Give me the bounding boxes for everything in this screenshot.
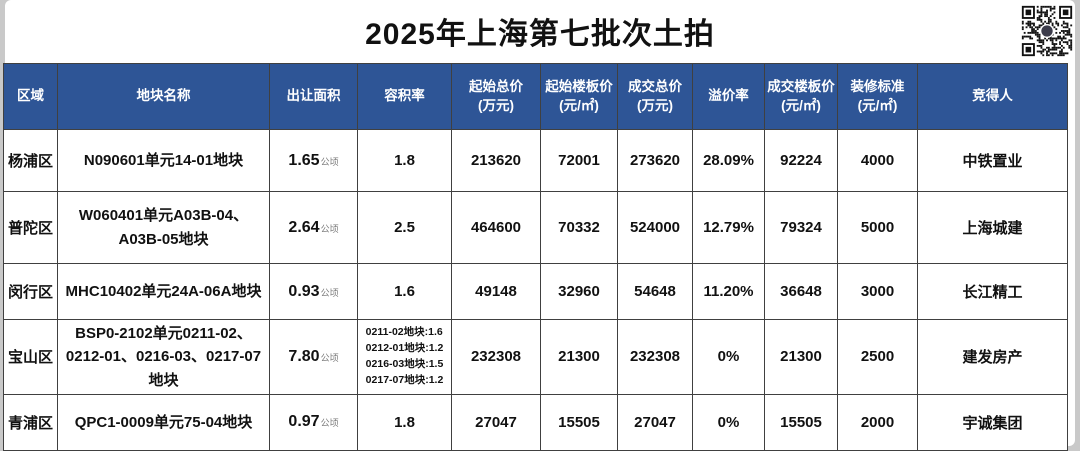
start-floor-cell: 70332 [540, 191, 618, 264]
plot-name-cell: W060401单元A03B-04、A03B-05地块 [57, 191, 270, 264]
far-line: 0216-03地块:1.5 [365, 357, 444, 370]
area-cell: 1.65公顷 [269, 129, 358, 192]
area-unit: 公顷 [320, 418, 339, 429]
start-total-cell: 464600 [451, 191, 541, 264]
start-floor-cell: 15505 [540, 393, 618, 451]
plot-name-cell: N090601单元14-01地块 [57, 129, 270, 192]
header-unit: (万元) [637, 97, 673, 113]
deal-floor-cell: 15505 [764, 393, 838, 451]
winner-cell: 宇诚集团 [917, 393, 1068, 451]
premium-rate-cell: 12.79% [692, 191, 765, 264]
deal-floor-cell: 92224 [764, 129, 838, 192]
table-body: 杨浦区 N090601单元14-01地块 1.65公顷 1.8 213620 72001 2… [3, 129, 1068, 451]
table-row: 闵行区 MHC10402单元24A-06A地块 0.93公顷 1.6 49148 3296… [3, 263, 1068, 320]
area-unit: 公顷 [320, 287, 339, 298]
table-header: 区域 地块名称 出让面积 容积率 起始总价 (万元) 起始楼板价 (元/㎡) 成交总价 (万元) 溢… [3, 63, 1068, 130]
land-auction-table: 区域 地块名称 出让面积 容积率 起始总价 (万元) 起始楼板价 (元/㎡) 成交总价 (万元) 溢… [3, 63, 1068, 451]
decoration-cell: 2000 [837, 393, 918, 451]
area-cell: 2.64公顷 [269, 191, 358, 264]
winner-cell: 中铁置业 [917, 129, 1068, 192]
decoration-cell: 3000 [837, 263, 918, 320]
decoration-cell: 4000 [837, 129, 918, 192]
area-unit: 公顷 [320, 223, 339, 234]
header-cell-10: 竞得人 [917, 63, 1068, 130]
header-cell-0: 区域 [3, 63, 58, 130]
district-cell: 宝山区 [3, 319, 58, 395]
plot-name-cell: MHC10402单元24A-06A地块 [57, 263, 270, 320]
start-floor-cell: 72001 [540, 129, 618, 192]
table-row: 普陀区 W060401单元A03B-04、A03B-05地块 2.64公顷 2.5 46… [3, 191, 1068, 264]
header-cell-6: 成交总价 (万元) [617, 63, 693, 130]
area-value: 0.97 [288, 413, 320, 431]
table-row: 杨浦区 N090601单元14-01地块 1.65公顷 1.8 213620 72001 2… [3, 129, 1068, 192]
page-title: 2025年上海第七批次土拍 [365, 18, 715, 51]
area-value: 1.65 [288, 151, 320, 169]
header-cell-8: 成交楼板价 (元/㎡) [764, 63, 838, 130]
start-total-cell: 49148 [451, 263, 541, 320]
start-floor-cell: 21300 [540, 319, 618, 395]
district-cell: 青浦区 [3, 393, 58, 451]
deal-floor-cell: 79324 [764, 191, 838, 264]
start-total-cell: 232308 [451, 319, 541, 395]
floor-area-ratio-cell: 2.5 [357, 191, 452, 264]
winner-cell: 长江精工 [917, 263, 1068, 320]
header-cell-4: 起始总价 (万元) [451, 63, 541, 130]
decoration-cell: 2500 [837, 319, 918, 395]
header-unit: (元/㎡) [781, 97, 821, 113]
far-multiline: 0211-02地块:1.6 0212-01地块:1.2 0216-03地块:1.5 0… [366, 325, 444, 388]
deal-total-cell: 524000 [617, 191, 693, 264]
district-cell: 杨浦区 [3, 129, 58, 192]
area-value: 2.64 [288, 218, 320, 236]
premium-rate-cell: 28.09% [692, 129, 765, 192]
area-value: 0.93 [288, 282, 320, 300]
premium-rate-cell: 11.20% [692, 263, 765, 320]
deal-floor-cell: 21300 [764, 319, 838, 395]
deal-total-cell: 273620 [617, 129, 693, 192]
floor-area-ratio-cell: 1.6 [357, 263, 452, 320]
header-cell-5: 起始楼板价 (元/㎡) [540, 63, 618, 130]
district-cell: 闵行区 [3, 263, 58, 320]
district-cell: 普陀区 [3, 191, 58, 264]
header-cell-1: 地块名称 [57, 63, 270, 130]
winner-cell: 上海城建 [917, 191, 1068, 264]
start-total-cell: 27047 [451, 393, 541, 451]
far-line: 0212-01地块:1.2 [365, 342, 444, 355]
table-row: 青浦区 QPC1-0009单元75-04地块 0.97公顷 1.8 27047 15505… [3, 393, 1068, 451]
premium-rate-cell: 0% [692, 393, 765, 451]
area-cell: 0.93公顷 [269, 263, 358, 320]
deal-total-cell: 54648 [617, 263, 693, 320]
deal-total-cell: 232308 [617, 319, 693, 395]
premium-rate-cell: 0% [692, 319, 765, 395]
header-cell-9: 装修标准 (元/㎡) [837, 63, 918, 130]
header-cell-7: 溢价率 [692, 63, 765, 130]
header-unit: (元/㎡) [857, 97, 898, 113]
header-unit: (万元) [478, 97, 514, 113]
plot-name-cell: QPC1-0009单元75-04地块 [57, 393, 270, 451]
start-floor-cell: 32960 [540, 263, 618, 320]
start-total-cell: 213620 [451, 129, 541, 192]
winner-cell: 建发房产 [917, 319, 1068, 395]
far-line: 0211-02地块:1.6 [365, 326, 443, 339]
far-line: 0217-07地块:1.2 [365, 373, 444, 386]
header-row: 区域 地块名称 出让面积 容积率 起始总价 (万元) 起始楼板价 (元/㎡) 成交总价 (万元) 溢… [3, 63, 1068, 130]
area-unit: 公顷 [320, 352, 339, 363]
header-cell-3: 容积率 [357, 63, 452, 130]
floor-area-ratio-cell: 1.8 [357, 129, 452, 192]
area-cell: 7.80公顷 [269, 319, 358, 395]
table-row: 宝山区 BSP0-2102单元0211-02、0212-01、0216-03、02… [3, 319, 1068, 395]
qr-code-icon [1020, 4, 1074, 58]
header-unit: (元/㎡) [559, 97, 599, 113]
area-value: 7.80 [288, 347, 320, 365]
deal-floor-cell: 36648 [764, 263, 838, 320]
deal-total-cell: 27047 [617, 393, 693, 451]
header-cell-2: 出让面积 [269, 63, 358, 130]
area-cell: 0.97公顷 [269, 393, 358, 451]
area-unit: 公顷 [320, 156, 339, 167]
decoration-cell: 5000 [837, 191, 918, 264]
floor-area-ratio-cell: 1.8 [357, 393, 452, 451]
floor-area-ratio-cell: 0211-02地块:1.6 0212-01地块:1.2 0216-03地块:1.5 0… [357, 319, 452, 395]
plot-name-cell: BSP0-2102单元0211-02、0212-01、0216-03、0217-… [57, 319, 270, 395]
